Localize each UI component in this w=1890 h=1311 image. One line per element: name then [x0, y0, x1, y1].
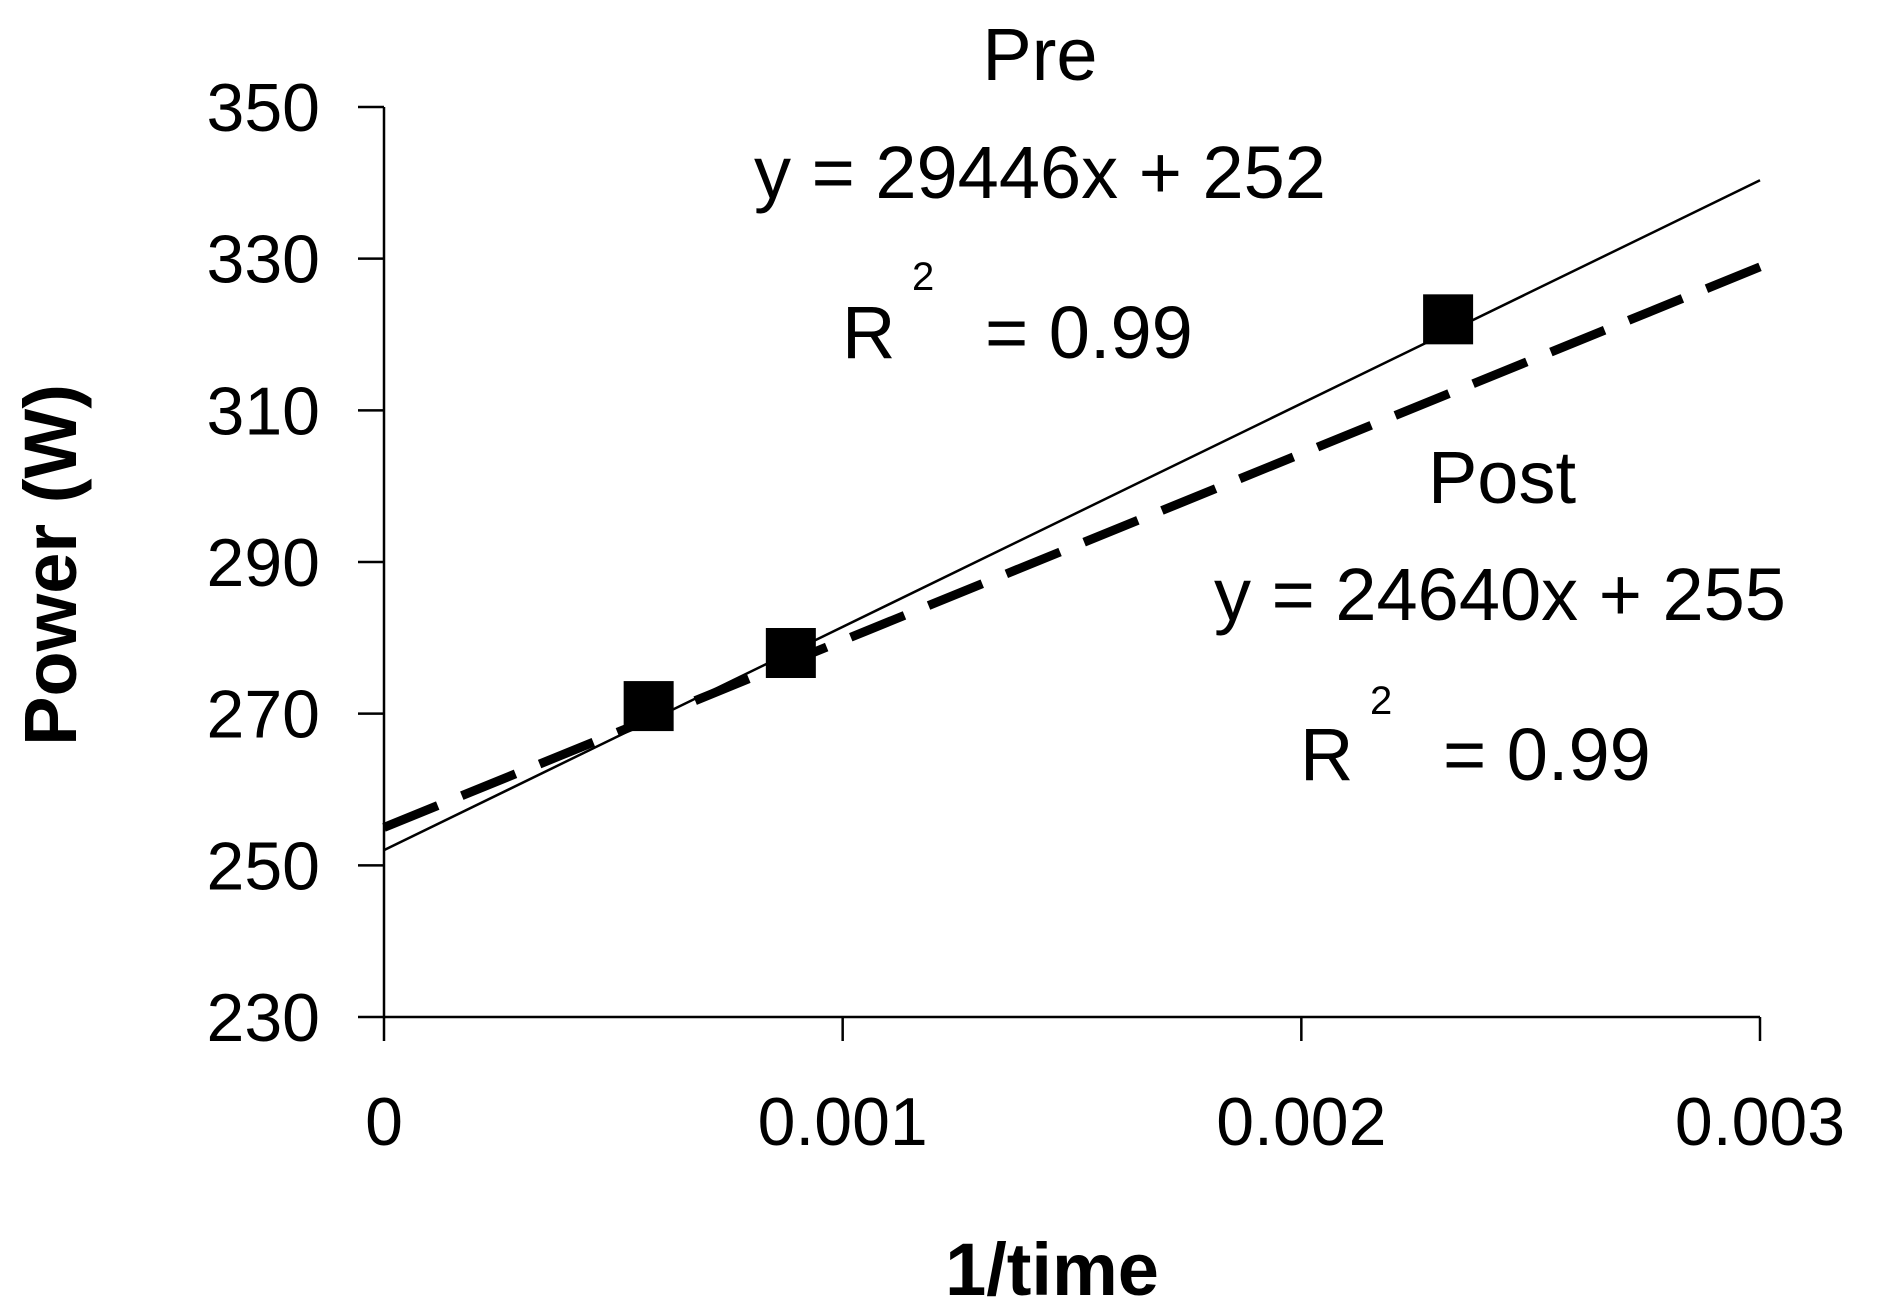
y-tick-label: 270	[207, 677, 320, 753]
pre-r-superscript: 2	[912, 255, 934, 299]
y-tick-label: 310	[207, 373, 320, 449]
y-tick-label: 290	[207, 525, 320, 601]
trend-line-pre	[383, 179, 1761, 852]
post-equation: y = 24640x + 255	[1214, 553, 1786, 636]
pre-series-label: Pre	[982, 13, 1097, 96]
x-axis-title: 1/time	[945, 1228, 1159, 1311]
post-r-squared: R 2 = 0.99	[1300, 679, 1651, 796]
x-tick-label: 0.002	[1216, 1084, 1386, 1160]
post-series-label: Post	[1428, 436, 1577, 519]
x-tick-label: 0	[365, 1084, 403, 1160]
pre-r-value: = 0.99	[985, 291, 1193, 374]
post-r-superscript: 2	[1370, 679, 1392, 723]
y-tick-label: 230	[207, 980, 320, 1056]
pre-equation: y = 29446x + 252	[754, 131, 1326, 214]
x-tick-label: 0.001	[758, 1084, 928, 1160]
data-markers	[623, 294, 1474, 732]
pre-r-label: R	[842, 291, 895, 374]
y-tick-label: 330	[207, 222, 320, 298]
y-tick-label: 250	[207, 828, 320, 904]
x-ticks: 0 0.001 0.002 0.003	[365, 1017, 1845, 1160]
post-r-label: R	[1300, 713, 1353, 796]
x-tick-label: 0.003	[1675, 1084, 1845, 1160]
post-r-value: = 0.99	[1443, 713, 1651, 796]
data-point	[1423, 294, 1474, 345]
y-tick-label: 350	[207, 70, 320, 146]
data-point	[765, 628, 816, 678]
pre-r-squared: R 2 = 0.99	[842, 255, 1193, 374]
plot-lines	[382, 179, 1762, 852]
y-axis-title: Power (W)	[9, 384, 92, 746]
y-ticks: 230 250 270 290 310 330 350	[207, 70, 384, 1056]
data-point	[623, 681, 674, 732]
